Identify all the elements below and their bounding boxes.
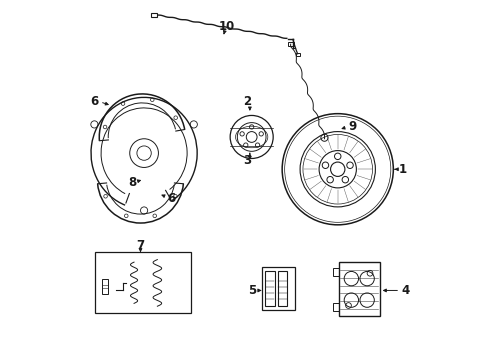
Bar	[296, 53, 300, 56]
Bar	[102, 279, 107, 294]
Text: 8: 8	[127, 176, 136, 189]
Text: 10: 10	[218, 20, 234, 33]
Bar	[338, 262, 379, 316]
Text: 4: 4	[400, 284, 408, 297]
Text: 9: 9	[347, 121, 355, 134]
Text: 7: 7	[136, 239, 144, 252]
Text: 6: 6	[90, 95, 99, 108]
Bar	[94, 252, 191, 314]
Text: 5: 5	[248, 284, 256, 297]
Bar	[333, 303, 338, 311]
Bar	[277, 271, 287, 306]
Bar	[333, 268, 338, 276]
Bar	[151, 13, 157, 17]
Bar	[261, 267, 294, 310]
Text: 2: 2	[243, 95, 250, 108]
Circle shape	[330, 162, 344, 176]
Text: 3: 3	[243, 154, 250, 167]
Bar	[287, 42, 293, 46]
Text: 6: 6	[167, 192, 175, 205]
Text: 1: 1	[397, 163, 406, 176]
Bar	[264, 271, 274, 306]
Circle shape	[246, 132, 257, 142]
